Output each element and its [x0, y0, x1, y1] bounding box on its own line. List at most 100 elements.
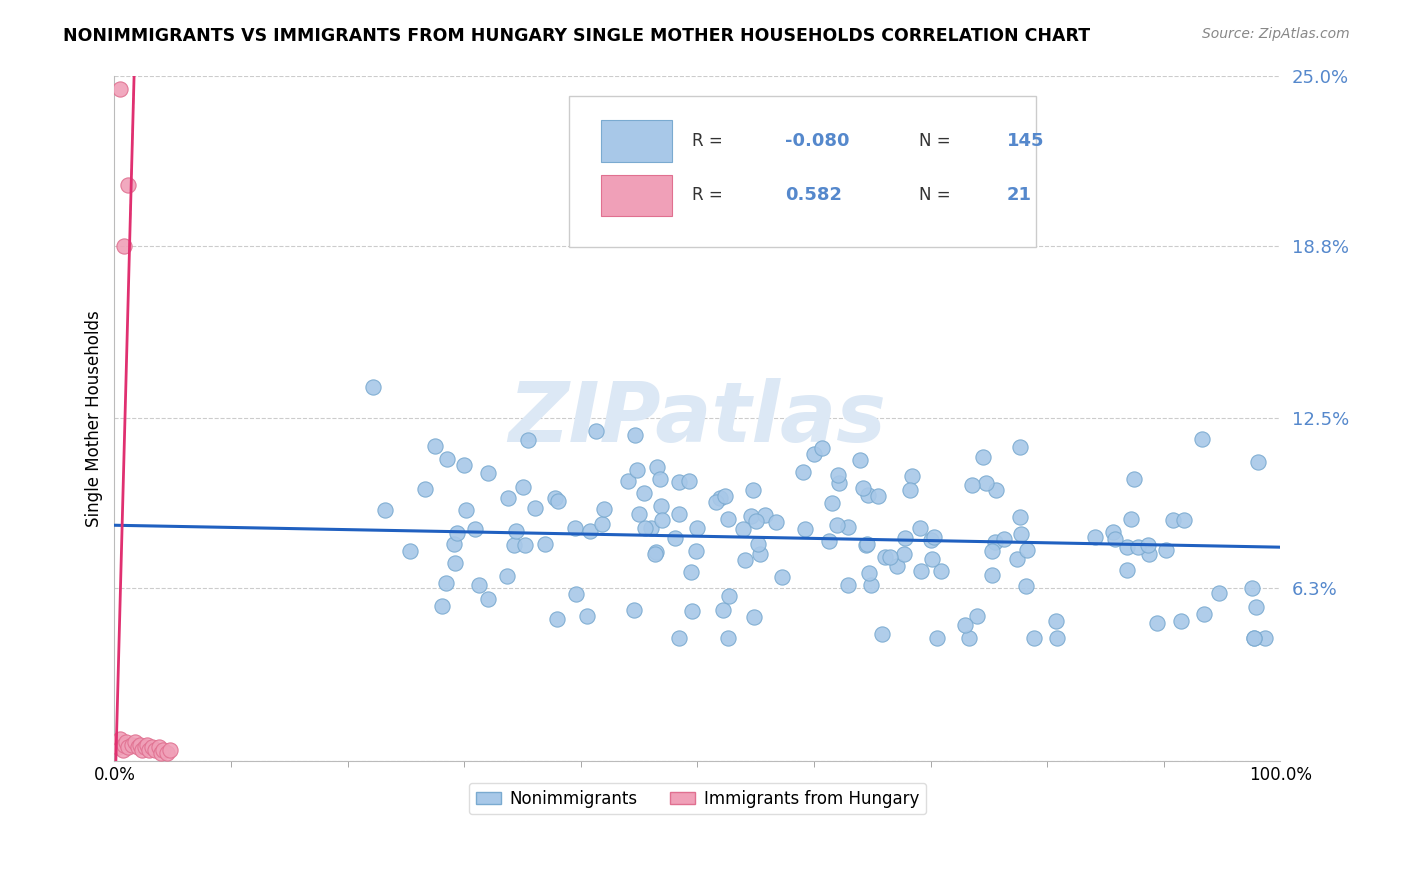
Text: N =: N = — [920, 186, 950, 204]
Point — [1240, 581, 1263, 595]
Text: R =: R = — [692, 186, 723, 204]
Point — [1137, 547, 1160, 561]
Point — [136, 738, 159, 752]
Point — [1253, 631, 1275, 645]
Point — [115, 735, 138, 749]
Point — [124, 735, 146, 749]
Point — [565, 587, 588, 601]
Point — [156, 746, 179, 760]
Point — [107, 740, 129, 755]
Point — [453, 458, 475, 472]
Point — [960, 478, 983, 492]
Point — [927, 631, 949, 645]
Point — [617, 474, 640, 488]
Point — [1022, 631, 1045, 645]
Point — [1244, 600, 1267, 615]
Point — [1119, 511, 1142, 525]
Point — [986, 483, 1008, 497]
Point — [678, 474, 700, 488]
Point — [644, 547, 666, 561]
Point — [446, 525, 468, 540]
Point — [1170, 614, 1192, 628]
Point — [443, 556, 465, 570]
Point — [623, 602, 645, 616]
Point — [828, 475, 851, 490]
Point — [733, 523, 755, 537]
Point — [131, 743, 153, 757]
Point — [866, 489, 889, 503]
Point — [523, 501, 546, 516]
Point — [628, 508, 651, 522]
Point — [134, 740, 156, 755]
Point — [792, 465, 814, 479]
Point — [1116, 540, 1139, 554]
Point — [363, 379, 385, 393]
Point — [1010, 510, 1032, 524]
Point — [929, 564, 952, 578]
Point — [578, 524, 600, 538]
Point — [468, 577, 491, 591]
Text: ZIPatlas: ZIPatlas — [509, 378, 886, 458]
Point — [873, 550, 896, 565]
Point — [464, 522, 486, 536]
Point — [1122, 472, 1144, 486]
Point — [633, 485, 655, 500]
Point — [855, 538, 877, 552]
FancyBboxPatch shape — [600, 175, 672, 217]
Point — [859, 578, 882, 592]
Point — [734, 553, 756, 567]
Text: Source: ZipAtlas.com: Source: ZipAtlas.com — [1202, 27, 1350, 41]
Text: 145: 145 — [1007, 132, 1043, 150]
Point — [953, 618, 976, 632]
Point — [576, 608, 599, 623]
Point — [744, 514, 766, 528]
Point — [434, 575, 457, 590]
Point — [543, 491, 565, 506]
Point — [1104, 532, 1126, 546]
Point — [810, 442, 832, 456]
Point — [1137, 538, 1160, 552]
Text: NONIMMIGRANTS VS IMMIGRANTS FROM HUNGARY SINGLE MOTHER HOUSEHOLDS CORRELATION CH: NONIMMIGRANTS VS IMMIGRANTS FROM HUNGARY… — [63, 27, 1091, 45]
Point — [1102, 524, 1125, 539]
Point — [972, 450, 994, 465]
Point — [679, 565, 702, 579]
Point — [1126, 541, 1149, 555]
Point — [742, 609, 765, 624]
Point — [443, 537, 465, 551]
Point — [1115, 563, 1137, 577]
Point — [742, 483, 765, 498]
Point — [644, 545, 666, 559]
Point — [1191, 432, 1213, 446]
Y-axis label: Single Mother Households: Single Mother Households — [86, 310, 103, 526]
Point — [152, 743, 174, 757]
Point — [129, 738, 152, 752]
Point — [512, 480, 534, 494]
Point — [1084, 530, 1107, 544]
Point — [112, 738, 135, 752]
Point — [143, 743, 166, 757]
Point — [534, 537, 557, 551]
Point — [1243, 631, 1265, 645]
Point — [966, 609, 988, 624]
Point — [1154, 543, 1177, 558]
Point — [681, 604, 703, 618]
Text: 0.582: 0.582 — [785, 186, 842, 204]
Point — [717, 512, 740, 526]
Point — [477, 591, 499, 606]
Point — [432, 599, 454, 613]
Point — [513, 538, 536, 552]
Point — [593, 501, 616, 516]
Point — [717, 631, 740, 645]
Point — [668, 508, 690, 522]
Point — [148, 740, 170, 755]
Point — [626, 463, 648, 477]
Point — [436, 452, 458, 467]
Point — [856, 488, 879, 502]
Point — [121, 738, 143, 752]
Point — [112, 238, 135, 252]
Point — [709, 491, 731, 505]
Point — [837, 578, 859, 592]
Point — [138, 743, 160, 757]
Point — [117, 740, 139, 755]
Point — [770, 570, 793, 584]
